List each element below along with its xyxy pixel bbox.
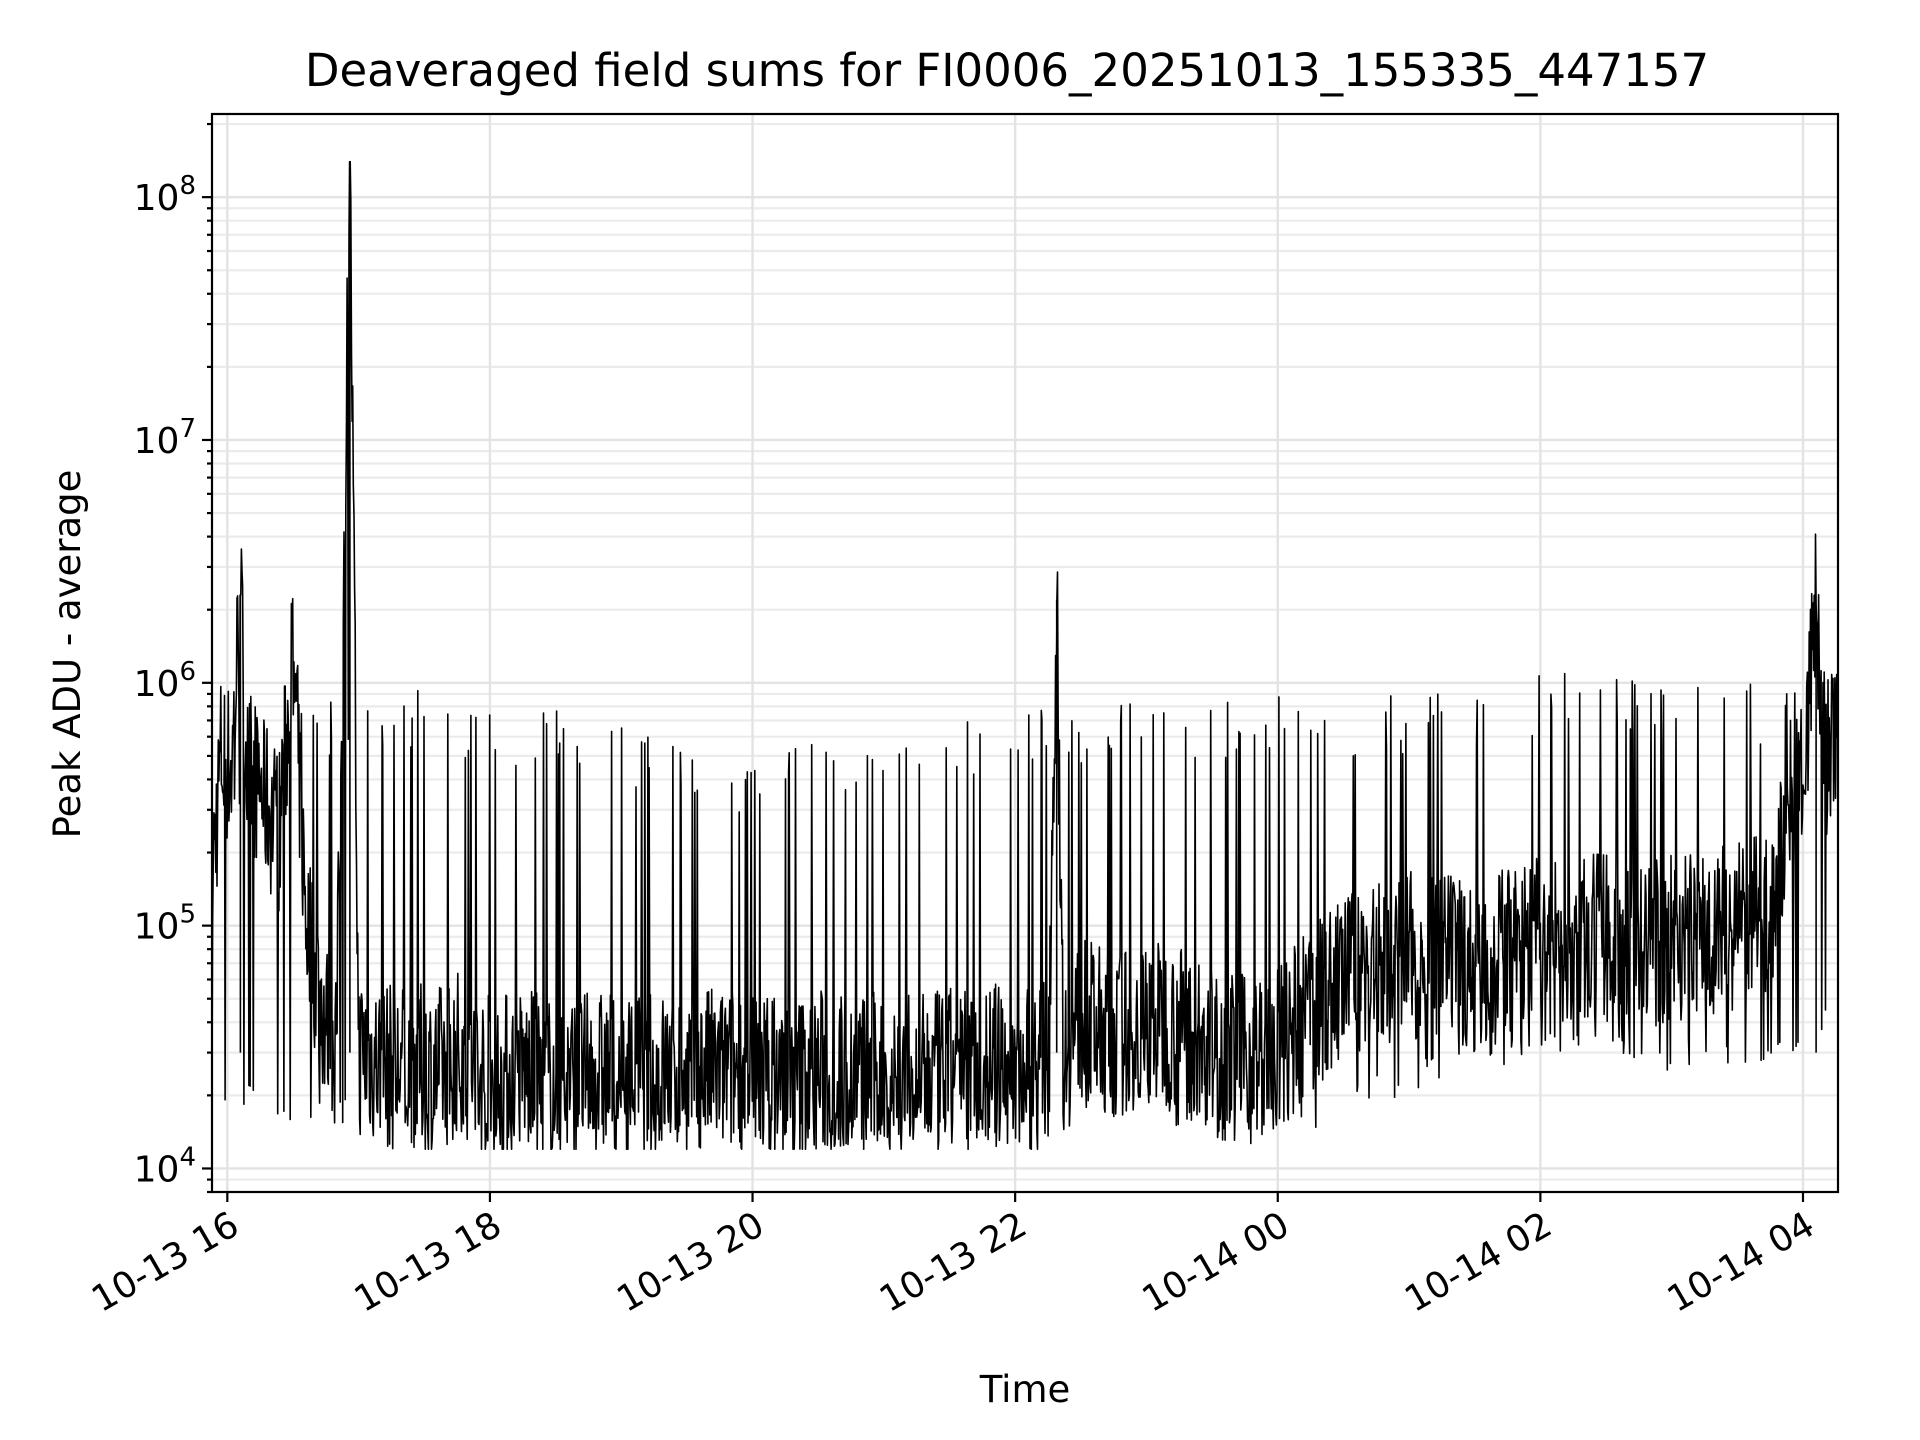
plot-frame [210,112,1840,1194]
chart-title: Deaveraged field sums for FI0006_2025101… [305,44,1709,97]
y-tick-label: 106 [134,657,196,705]
y-tick-label: 108 [134,171,196,219]
x-tick-label: 10-13 22 [873,1204,1034,1320]
x-tick-label: 10-13 20 [610,1204,771,1320]
x-tick-label: 10-14 02 [1398,1204,1559,1320]
y-axis: 104 105 106 107 108 [134,122,212,1194]
y-tick-label: 107 [134,414,196,462]
grid-lines [212,114,1838,1194]
y-tick-label: 105 [134,900,196,948]
series-line [211,160,1839,1150]
x-tick-label: 10-13 16 [85,1204,246,1320]
x-axis-label: Time [979,1368,1071,1411]
x-axis: 10-13 16 10-13 18 10-13 20 10-13 22 10-14 00… [85,1192,1821,1321]
x-tick-label: 10-14 04 [1661,1204,1822,1320]
series-group [211,160,1839,1150]
x-tick-label: 10-14 00 [1136,1204,1297,1320]
x-tick-label: 10-13 18 [348,1204,509,1320]
y-axis-label: Peak ADU - average [46,470,89,839]
y-tick-label: 104 [134,1142,196,1190]
